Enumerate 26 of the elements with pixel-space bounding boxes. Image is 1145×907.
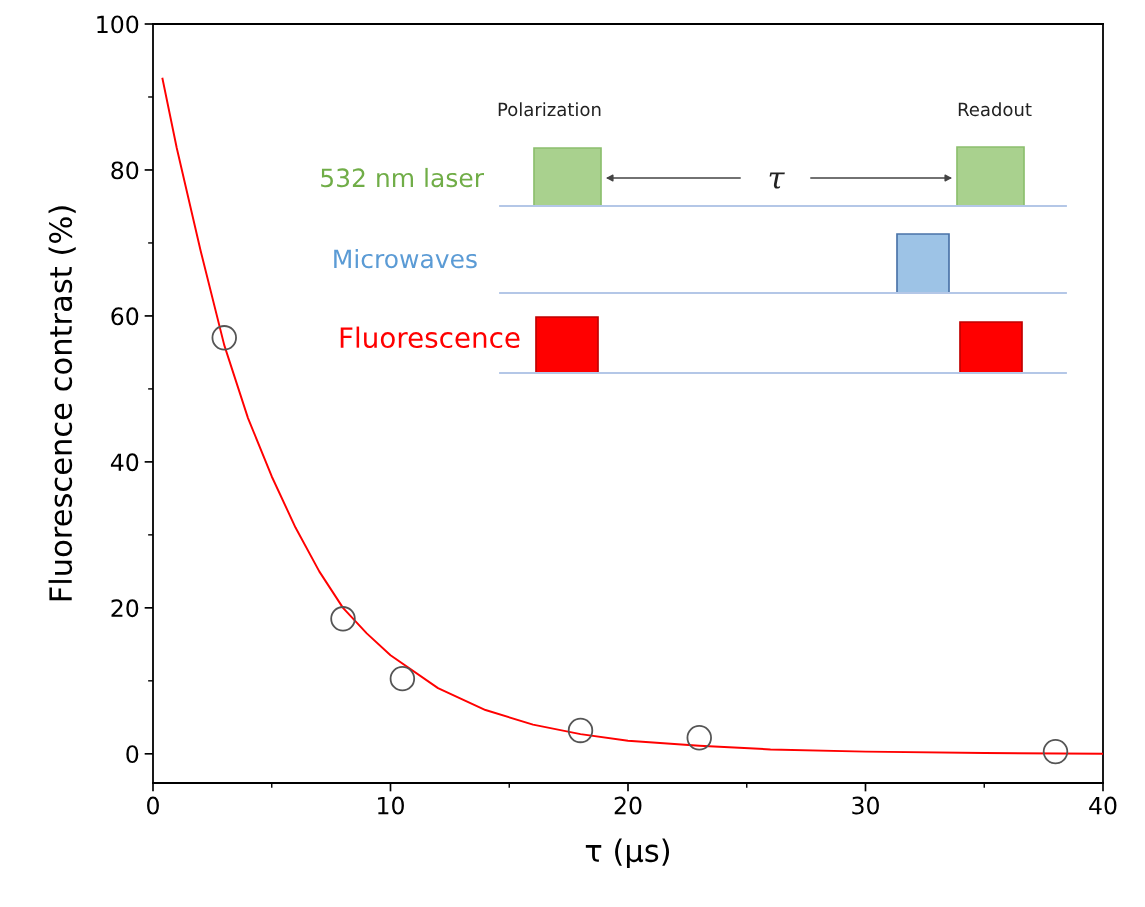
y-tick-label: 100: [97, 15, 139, 34]
x-tick-label: 30: [852, 796, 879, 815]
y-axis-title: Fluorescence contrast (%): [48, 206, 76, 601]
y-tick-label: 20: [111, 599, 139, 618]
x-tick-label: 10: [378, 796, 404, 815]
y-tick-label: 60: [111, 307, 139, 326]
annotation: τ: [769, 172, 785, 189]
point: [686, 725, 712, 751]
annotation: Readout: [958, 102, 1032, 117]
point: [389, 665, 416, 692]
x-tick-label: 40: [1089, 796, 1117, 815]
point: [211, 325, 237, 351]
annotation: Fluorescence: [340, 326, 520, 349]
annotation: Polarization: [498, 102, 601, 117]
point: [1042, 738, 1069, 765]
point: [330, 606, 356, 632]
x-axis-title: τ (μs): [585, 838, 670, 869]
y-tick-label: 80: [111, 161, 139, 180]
point: [567, 717, 594, 744]
x-tick-label: 20: [614, 796, 642, 815]
y-tick-label: 40: [110, 453, 139, 472]
line-series: [161, 77, 1103, 755]
y-tick-label: 0: [126, 745, 139, 764]
annotation: 532 nm laser: [321, 167, 484, 188]
x-tick-label: 0: [147, 796, 159, 815]
annotation: Microwaves: [334, 248, 477, 269]
